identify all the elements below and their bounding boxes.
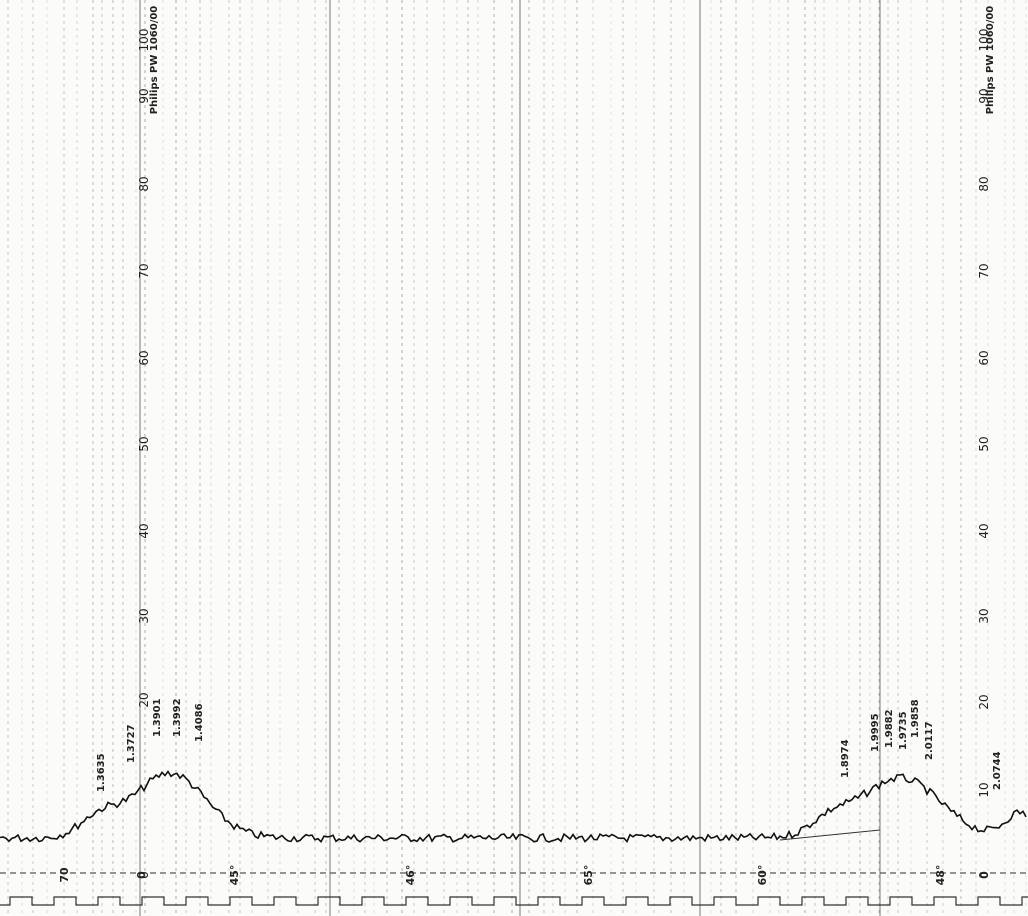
right-scale-label: 80: [977, 176, 991, 191]
chart-paper-scan: Philips PW 1060/00Philips PW 1060/001009…: [0, 0, 1028, 916]
angle-mark: 46°: [404, 865, 417, 886]
left-scale-label: 20: [137, 692, 151, 707]
peak-label: 1.4086: [194, 703, 205, 742]
peak-label: 1.3992: [172, 698, 183, 737]
page: {"instrument_labels": ["Philips PW 1060/…: [0, 0, 1028, 916]
peak-label: 2.0744: [992, 751, 1003, 790]
right-scale-label: 70: [977, 263, 991, 278]
left-scale-label: 70: [137, 263, 151, 278]
peak-label: 1.3727: [126, 724, 137, 763]
peak-label: 1.9858: [910, 699, 921, 738]
angle-mark: 0: [978, 871, 991, 879]
peak-label: 1.3635: [96, 753, 107, 792]
angle-mark: 48°: [934, 865, 947, 886]
right-scale-label: 100: [977, 29, 991, 52]
left-scale-label: 90: [137, 88, 151, 103]
peak-label: 1.9995: [870, 713, 881, 752]
peak-label: 2.0117: [924, 721, 935, 760]
right-scale-label: 20: [977, 694, 991, 709]
peak-label: 1.8974: [840, 739, 851, 778]
angle-mark: 0: [135, 871, 148, 879]
left-scale-label: 60: [137, 350, 151, 365]
left-scale-label: 100: [137, 29, 151, 52]
peak-label: 1.9735: [898, 711, 909, 750]
right-scale-label: 50: [977, 436, 991, 451]
right-scale-label: 10: [977, 782, 991, 797]
angle-mark: 60°: [756, 865, 769, 886]
right-scale-label: 60: [977, 350, 991, 365]
left-scale-label: 40: [137, 523, 151, 538]
peak-label: 1.9882: [884, 709, 895, 748]
left-scale-label: 30: [137, 608, 151, 623]
angle-mark: 45°: [228, 865, 241, 886]
peak-label: 1.3901: [152, 698, 163, 737]
left-scale-label: 80: [137, 176, 151, 191]
right-scale-label: 40: [977, 523, 991, 538]
paper: [0, 0, 1028, 916]
left-scale-label: 50: [137, 436, 151, 451]
right-scale-label: 90: [977, 88, 991, 103]
angle-mark: 70: [58, 867, 71, 883]
right-scale-label: 30: [977, 608, 991, 623]
angle-mark: 65°: [582, 865, 595, 886]
